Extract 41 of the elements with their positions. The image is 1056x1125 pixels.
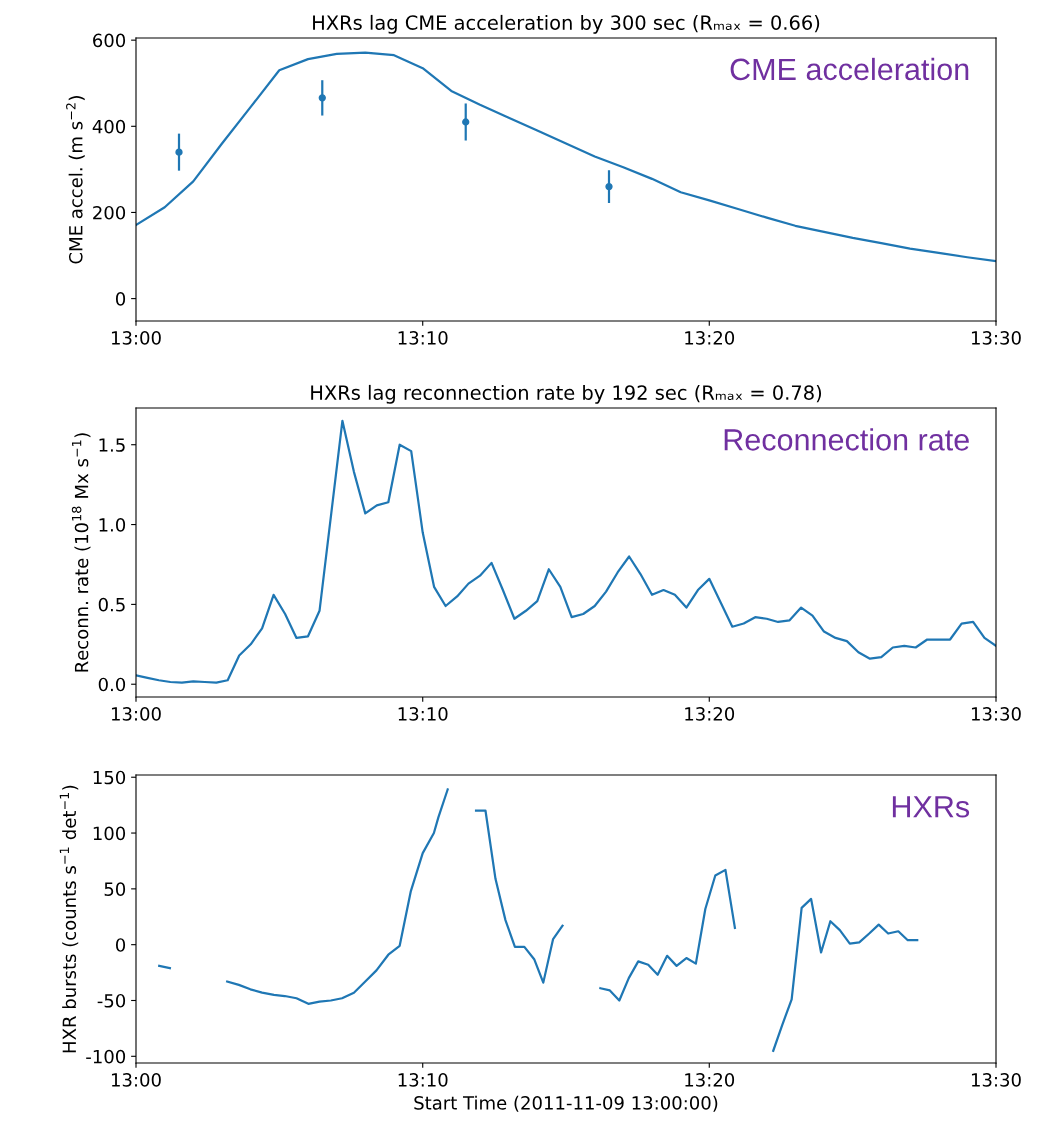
point	[318, 94, 326, 102]
y-tick-label: 600	[93, 33, 126, 48]
y-tick-label: 400	[92, 119, 126, 134]
y-tick-label: -50	[97, 993, 126, 1008]
x-tick-label: 13:10	[398, 707, 448, 721]
x-tick-label: 13:00	[111, 1073, 161, 1087]
x-tick-label: 13:20	[685, 707, 735, 721]
y-tick-label: 100	[93, 826, 126, 841]
point	[175, 148, 183, 156]
y-tick-label: 150	[93, 770, 126, 785]
y-tick-label: -100	[86, 1049, 126, 1064]
chart-title: HXRs lag reconnection rate by 192 sec (Rₘₐₓ = 0.78)	[311, 384, 822, 404]
y-axis-title: Reconn. rate (10$^{18}$ Mx s$^{−1}$)	[71, 433, 91, 672]
line-series	[136, 51, 996, 263]
x-tick-label: 13:10	[398, 1073, 448, 1087]
point	[605, 182, 613, 191]
chart-title: HXRs lag CME acceleration by 300 sec (Rₘₐₓ = 0.66)	[313, 14, 820, 34]
x-tick-label: 13:20	[685, 1073, 735, 1087]
annotation: CME acceleration	[730, 57, 969, 81]
y-tick-label: 50	[104, 882, 126, 896]
x-tick-label: 13:10	[398, 331, 448, 345]
y-axis-title: HXR bursts (counts s$^{−1}$ det$^{−1}$)	[59, 785, 79, 1053]
x-tick-label: 13:00	[111, 707, 161, 721]
x-axis-title: Start Time (2011-11-09 13:00:00)	[414, 1095, 718, 1112]
x-tick-label: 13:20	[685, 331, 735, 345]
y-tick-label: 0	[115, 938, 126, 952]
x-tick-label: 13:30	[971, 707, 1021, 721]
y-axis-title: CME accel. (m s$^{−2}$)	[66, 96, 85, 264]
x-tick-label: 13:30	[971, 331, 1021, 345]
y-tick-label: 0.5	[98, 597, 125, 612]
annotation: HXRs	[892, 796, 970, 818]
annotation: Reconnection rate	[724, 428, 969, 451]
line-series	[136, 419, 996, 684]
y-tick-label: 1.5	[99, 438, 125, 452]
point	[462, 118, 470, 126]
y-tick-label: 0.0	[98, 677, 126, 692]
x-tick-label: 13:00	[111, 331, 161, 345]
y-tick-label: 0	[115, 292, 126, 306]
x-tick-label: 13:30	[971, 1073, 1021, 1087]
y-tick-label: 200	[93, 205, 126, 220]
y-tick-label: 1.0	[99, 518, 126, 532]
